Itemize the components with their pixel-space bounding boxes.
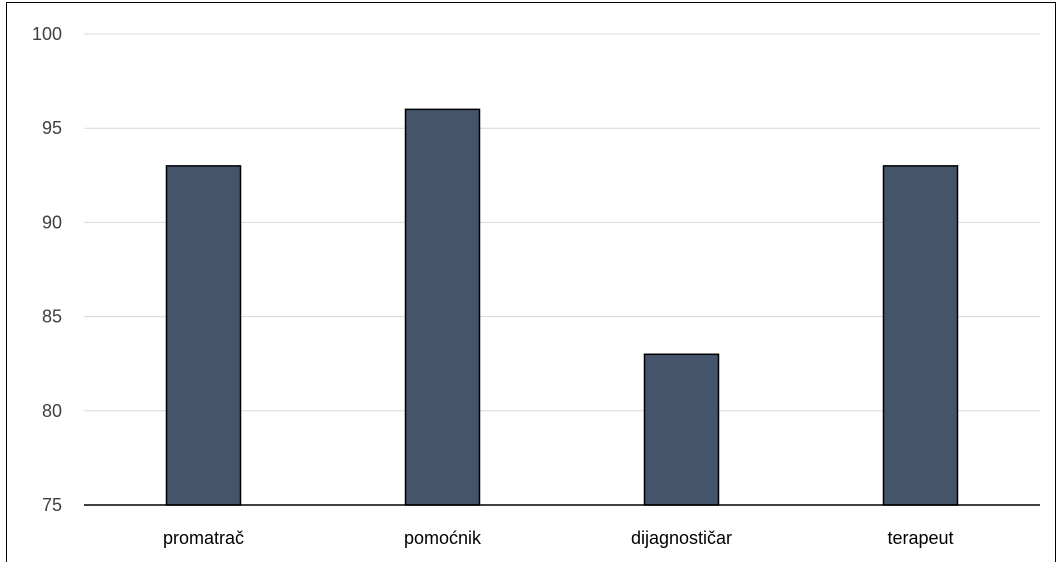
gridlines	[84, 33, 1040, 412]
x-axis-ticks: promatrač pomoćnik dijagnostičar terapeut	[163, 528, 954, 548]
bars	[165, 108, 959, 506]
bar-terapeut	[882, 165, 959, 506]
y-tick-label-85: 85	[42, 307, 62, 327]
x-tick-label-promatrač: promatrač	[163, 528, 244, 548]
bar-dijagnostičar	[643, 353, 720, 506]
y-axis-ticks: 75 80 85 90 95 100	[32, 24, 62, 515]
y-tick-label-100: 100	[32, 24, 62, 44]
y-tick-label-90: 90	[42, 212, 62, 232]
x-tick-label-pomoćnik: pomoćnik	[404, 528, 482, 548]
y-tick-label-95: 95	[42, 118, 62, 138]
y-tick-label-75: 75	[42, 495, 62, 515]
x-tick-label-dijagnostičar: dijagnostičar	[631, 528, 732, 548]
x-tick-label-terapeut: terapeut	[887, 528, 953, 548]
bar-pomoćnik	[404, 108, 481, 506]
y-tick-label-80: 80	[42, 401, 62, 421]
bar-promatrač	[165, 165, 242, 506]
